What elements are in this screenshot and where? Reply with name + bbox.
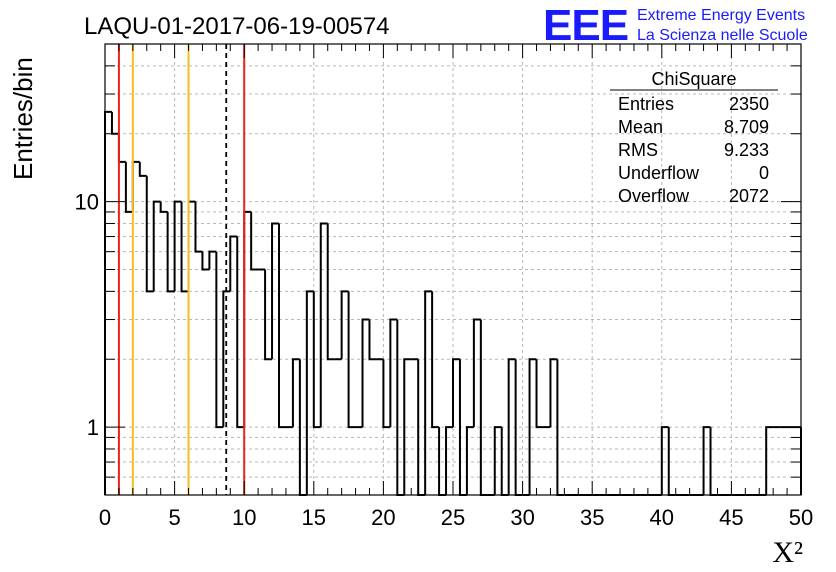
histogram-bin (201, 251, 210, 271)
histogram-bin (159, 201, 168, 213)
histogram-bin (138, 161, 147, 177)
y-axis-title: Entries/bin (8, 57, 38, 180)
histogram-bin (382, 359, 391, 429)
stats-label-entries: Entries (618, 94, 674, 114)
stats-value-underflow: 0 (759, 163, 769, 183)
stats-value-entries: 2350 (729, 94, 769, 114)
x-axis-title: X² (772, 536, 803, 569)
x-tick-label: 15 (302, 505, 326, 530)
stats-value-rms: 9.233 (724, 140, 769, 160)
x-tick-label: 5 (168, 505, 180, 530)
histogram-bin (250, 211, 259, 271)
histogram-bin (319, 222, 328, 428)
x-tick-label: 45 (719, 505, 743, 530)
histogram-bin (291, 358, 300, 428)
y-tick-label: 10 (75, 190, 99, 215)
histogram-bin (152, 200, 161, 292)
histogram-bin (236, 236, 245, 429)
y-tick-labels: 1 10 (75, 190, 99, 441)
histogram-bin (507, 358, 516, 495)
histogram-bin (396, 319, 405, 496)
histogram-bin (278, 223, 286, 429)
histogram-bin (660, 426, 669, 495)
axis-ticks (104, 44, 802, 495)
histogram-bin (431, 291, 440, 429)
logo-line-2: La Scienza nelle Scuole (637, 27, 808, 44)
x-tick-label: 0 (99, 505, 111, 530)
histogram-bin (347, 291, 356, 429)
histogram-bin (215, 251, 224, 429)
x-tick-label: 40 (650, 505, 674, 530)
x-tick-label: 30 (510, 505, 534, 530)
histogram-bin (229, 235, 238, 292)
histogram-bin (424, 290, 433, 495)
histogram-bin (187, 200, 196, 292)
histogram-bin (535, 359, 544, 429)
stats-label-mean: Mean (618, 117, 663, 137)
histogram-bin (493, 426, 502, 495)
histogram-bin (445, 426, 453, 495)
histogram-bin (117, 133, 126, 163)
x-tick-label: 10 (232, 505, 256, 530)
histogram-bin (389, 318, 398, 428)
histogram-bin (166, 211, 175, 293)
histogram-bin (145, 175, 154, 293)
histogram-bin (528, 358, 537, 495)
histogram-bin (222, 290, 231, 428)
stats-title: ChiSquare (651, 69, 736, 89)
histogram-bin (702, 426, 711, 495)
histogram-bin (173, 200, 182, 292)
histogram-bin (465, 426, 474, 495)
x-tick-label: 35 (580, 505, 604, 530)
histogram-bin (208, 250, 217, 270)
x-tick-labels: 0 5 10 15 20 25 30 35 40 45 50 (99, 505, 813, 530)
stats-label-rms: RMS (618, 140, 658, 160)
histogram-bin (271, 222, 279, 360)
stats-label-underflow: Underflow (618, 163, 700, 183)
reference-lines (117, 44, 246, 495)
histogram-bin (110, 111, 119, 135)
logo-eee: EEE (543, 1, 628, 50)
histogram-bin (403, 358, 412, 495)
chart-title: LAQU-01-2017-06-19-00574 (84, 13, 390, 40)
histogram-bin (264, 269, 273, 361)
x-tick-label: 25 (441, 505, 465, 530)
logo-line-1: Extreme Energy Events (637, 7, 805, 24)
histogram-bin (180, 201, 189, 293)
histogram-bin (312, 291, 321, 429)
histogram-bin (361, 318, 370, 428)
histogram-bin (194, 201, 203, 253)
histogram-bin (765, 426, 774, 495)
stats-box: ChiSquare Entries 2350 Mean 8.709 RMS 9.… (610, 69, 778, 206)
histogram-bin (368, 319, 377, 361)
histogram-bin (326, 223, 335, 361)
x-tick-label: 50 (789, 505, 813, 530)
histogram-bin (305, 290, 314, 495)
histogram-bin (340, 290, 349, 360)
eee-logo: EEE Extreme Energy Events La Scienza nel… (543, 1, 808, 50)
histogram-bin (479, 319, 488, 496)
histogram-bin (472, 318, 481, 428)
histogram-bin (549, 358, 558, 428)
histogram-bin (131, 160, 140, 212)
x-tick-label: 20 (371, 505, 395, 530)
histogram-bin (452, 358, 460, 428)
y-tick-label: 1 (87, 415, 99, 440)
stats-label-overflow: Overflow (618, 186, 690, 206)
stats-value-mean: 8.709 (724, 117, 769, 137)
histogram-bin (124, 161, 133, 213)
stats-value-overflow: 2072 (729, 186, 769, 206)
